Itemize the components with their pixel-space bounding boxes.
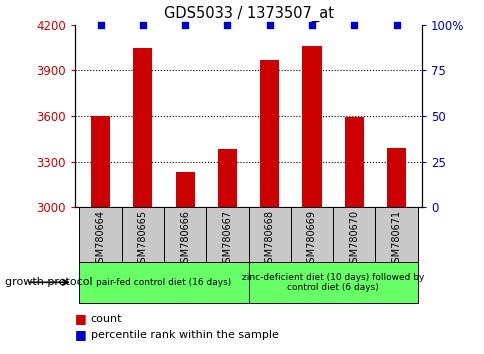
- Text: GSM780668: GSM780668: [264, 210, 274, 269]
- Text: GSM780667: GSM780667: [222, 210, 232, 269]
- Bar: [259, 60, 279, 207]
- Text: count: count: [91, 314, 122, 324]
- Bar: [386, 148, 405, 207]
- Point: [265, 22, 273, 28]
- Text: GSM780666: GSM780666: [180, 210, 190, 269]
- Title: GDS5033 / 1373507_at: GDS5033 / 1373507_at: [163, 6, 333, 22]
- Bar: [217, 149, 237, 207]
- Point: [223, 22, 231, 28]
- Text: percentile rank within the sample: percentile rank within the sample: [91, 330, 278, 339]
- Text: GSM780670: GSM780670: [348, 210, 359, 269]
- FancyBboxPatch shape: [206, 207, 248, 262]
- Text: GSM780665: GSM780665: [137, 210, 148, 269]
- Bar: [91, 116, 110, 207]
- Point: [307, 22, 315, 28]
- Point: [392, 22, 400, 28]
- Text: growth protocol: growth protocol: [5, 277, 92, 287]
- FancyBboxPatch shape: [121, 207, 164, 262]
- FancyBboxPatch shape: [375, 207, 417, 262]
- Bar: [175, 172, 194, 207]
- FancyBboxPatch shape: [79, 207, 121, 262]
- FancyBboxPatch shape: [79, 262, 248, 303]
- Text: ■: ■: [75, 312, 87, 325]
- Point: [139, 22, 147, 28]
- Point: [181, 22, 189, 28]
- FancyBboxPatch shape: [290, 207, 333, 262]
- Bar: [133, 47, 152, 207]
- FancyBboxPatch shape: [248, 207, 290, 262]
- Point: [96, 22, 104, 28]
- Text: GSM780664: GSM780664: [95, 210, 106, 269]
- Text: GSM780671: GSM780671: [391, 210, 401, 269]
- Bar: [302, 46, 321, 207]
- FancyBboxPatch shape: [164, 207, 206, 262]
- Text: GSM780669: GSM780669: [306, 210, 317, 269]
- FancyBboxPatch shape: [248, 262, 417, 303]
- Text: zinc-deficient diet (10 days) followed by
control diet (6 days): zinc-deficient diet (10 days) followed b…: [242, 273, 424, 292]
- Text: ■: ■: [75, 328, 87, 341]
- FancyBboxPatch shape: [333, 207, 375, 262]
- Point: [349, 22, 357, 28]
- Text: pair-fed control diet (16 days): pair-fed control diet (16 days): [96, 278, 231, 287]
- Bar: [344, 118, 363, 207]
